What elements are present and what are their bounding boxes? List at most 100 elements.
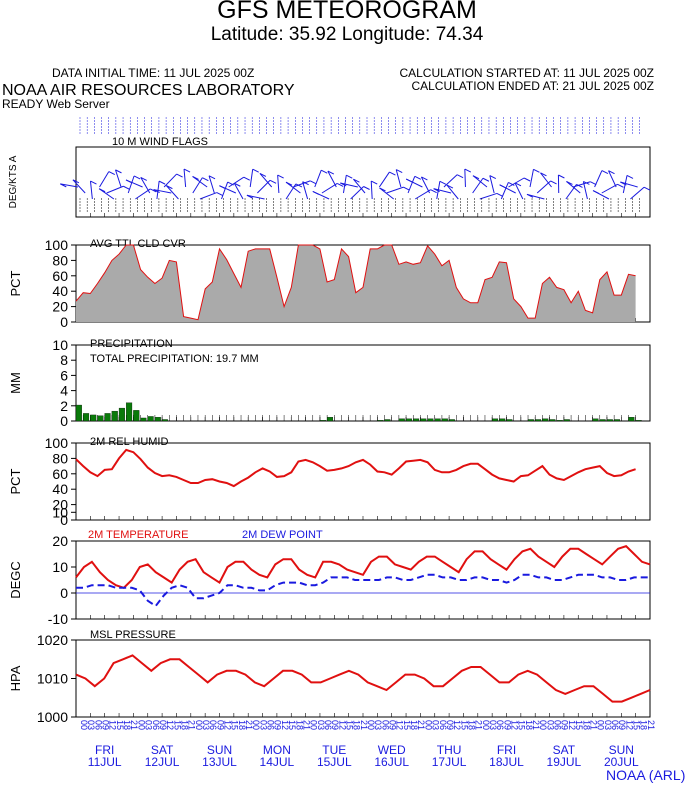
- hour-tick-label: 21: [416, 720, 426, 730]
- temp-legend: 2M TEMPERATURE: [88, 529, 188, 541]
- wind-barb-flag: [202, 177, 209, 182]
- day-of-week-label: SAT: [553, 743, 576, 757]
- cloud-ytick-label: 0: [60, 314, 68, 330]
- day-of-week-label: MON: [263, 743, 291, 757]
- wind-barb: [407, 176, 416, 194]
- hour-tick-label: 12: [280, 720, 290, 730]
- wind-barb: [163, 173, 177, 188]
- precip-bar: [434, 418, 441, 422]
- hour-tick-label: 00: [309, 720, 319, 730]
- wind-barb-flag: [439, 180, 447, 185]
- wind-barb: [166, 185, 179, 200]
- cloud-title: AVG TTL CLD CVR: [90, 238, 186, 250]
- rh-line: [75, 448, 636, 488]
- precip-bar: [126, 402, 133, 422]
- precip-bar: [613, 419, 621, 422]
- hour-tick-label: 15: [230, 720, 240, 730]
- precip-bar: [161, 419, 168, 422]
- wind-barb-flag: [234, 182, 241, 187]
- date-label: 17JUL: [432, 755, 467, 769]
- hour-tick-label: 06: [266, 720, 276, 730]
- wind-barb-flag: [601, 170, 609, 175]
- wind-barb-flag: [523, 177, 531, 182]
- data-initial-time: DATA INITIAL TIME: 11 JUL 2025 00Z: [52, 66, 255, 80]
- wind-barb-flag: [336, 183, 344, 187]
- wind-barb: [508, 177, 525, 188]
- hour-tick-label: 12: [108, 720, 118, 730]
- wind-barb-flag: [379, 187, 386, 192]
- wind-barb-flag: [456, 174, 464, 179]
- wind-barb-flag: [430, 189, 437, 194]
- wind-barb-flag: [371, 180, 378, 185]
- hour-tick-label: 06: [323, 720, 333, 730]
- hour-tick-label: 21: [187, 720, 197, 730]
- wind-barb-flag: [620, 181, 627, 186]
- wind-barb-flag: [312, 190, 320, 195]
- hour-tick-label: 00: [194, 720, 204, 730]
- cloud-ytick-label: 40: [52, 283, 68, 299]
- rh-ylabel: PCT: [8, 468, 23, 494]
- wind-barb-flag: [90, 180, 97, 185]
- wind-barb-flag: [433, 188, 440, 193]
- precip-bar: [398, 418, 405, 422]
- wind-barb-flag: [285, 181, 293, 186]
- date-label: 14JUL: [260, 755, 295, 769]
- wind-frame: [75, 146, 651, 218]
- temp-ytick-label: 0: [60, 585, 68, 601]
- hour-tick-label: 06: [495, 720, 505, 730]
- wind-barb-flag: [626, 174, 634, 179]
- wind-barb-flag: [464, 168, 472, 173]
- precip-bar: [527, 419, 534, 422]
- wind-barb-flag: [302, 181, 309, 186]
- wind-barb: [414, 189, 431, 200]
- hour-tick-label: 18: [524, 720, 534, 730]
- wind-barb: [601, 183, 618, 194]
- hour-tick-label: 18: [581, 720, 591, 730]
- wind-barb: [500, 182, 509, 200]
- precip-bar: [599, 419, 606, 422]
- precip-bar: [606, 419, 613, 422]
- date-label: 19JUL: [547, 755, 582, 769]
- day-of-week-label: SUN: [609, 743, 634, 757]
- wind-barb-flag: [472, 175, 480, 180]
- rh-ytick-label: 80: [52, 450, 68, 466]
- date-label: 13JUL: [202, 755, 237, 769]
- temp-ytick-label: 10: [52, 559, 68, 575]
- precip-bar: [140, 417, 147, 422]
- precip-bar: [111, 410, 118, 422]
- dewpoint-legend: 2M DEW POINT: [242, 529, 323, 541]
- precip-bar: [83, 413, 90, 422]
- precip-bar: [319, 420, 326, 422]
- precip-bar: [133, 410, 140, 422]
- wind-barb-flag: [123, 185, 130, 190]
- wind-barb-flag: [403, 186, 410, 191]
- hour-tick-label: 00: [538, 720, 548, 730]
- rh-frame: [75, 442, 651, 521]
- wind-barb-flag: [566, 180, 573, 185]
- hour-tick-label: 12: [452, 720, 462, 730]
- wind-barb: [183, 169, 187, 188]
- wind-barb: [378, 171, 390, 188]
- hour-tick-label: 21: [129, 720, 139, 730]
- cloud-line: [75, 244, 636, 321]
- wind-barb-flag: [321, 169, 328, 174]
- precip-bar: [405, 418, 412, 422]
- hour-tick-label: 03: [373, 720, 383, 730]
- lab-name: NOAA AIR RESOURCES LABORATORY: [2, 82, 295, 99]
- hour-tick-label: 03: [545, 720, 555, 730]
- hour-tick-label: 00: [481, 720, 491, 730]
- wind-barb: [249, 169, 254, 188]
- wind-barb: [479, 192, 498, 200]
- wind-barb-flag: [243, 176, 250, 181]
- hour-tick-label: 03: [201, 720, 211, 730]
- precip-bar: [556, 420, 563, 422]
- rh-ytick-label: 20: [52, 497, 68, 513]
- rh-ytick-label: 10: [52, 504, 68, 520]
- precip-bar: [384, 419, 391, 422]
- precip-bar: [427, 418, 434, 422]
- temp-frame: [75, 540, 651, 620]
- precip-bar: [75, 404, 82, 422]
- wind-barb: [608, 170, 617, 188]
- wind-barb-flag: [643, 186, 651, 191]
- precip-bar: [413, 418, 420, 422]
